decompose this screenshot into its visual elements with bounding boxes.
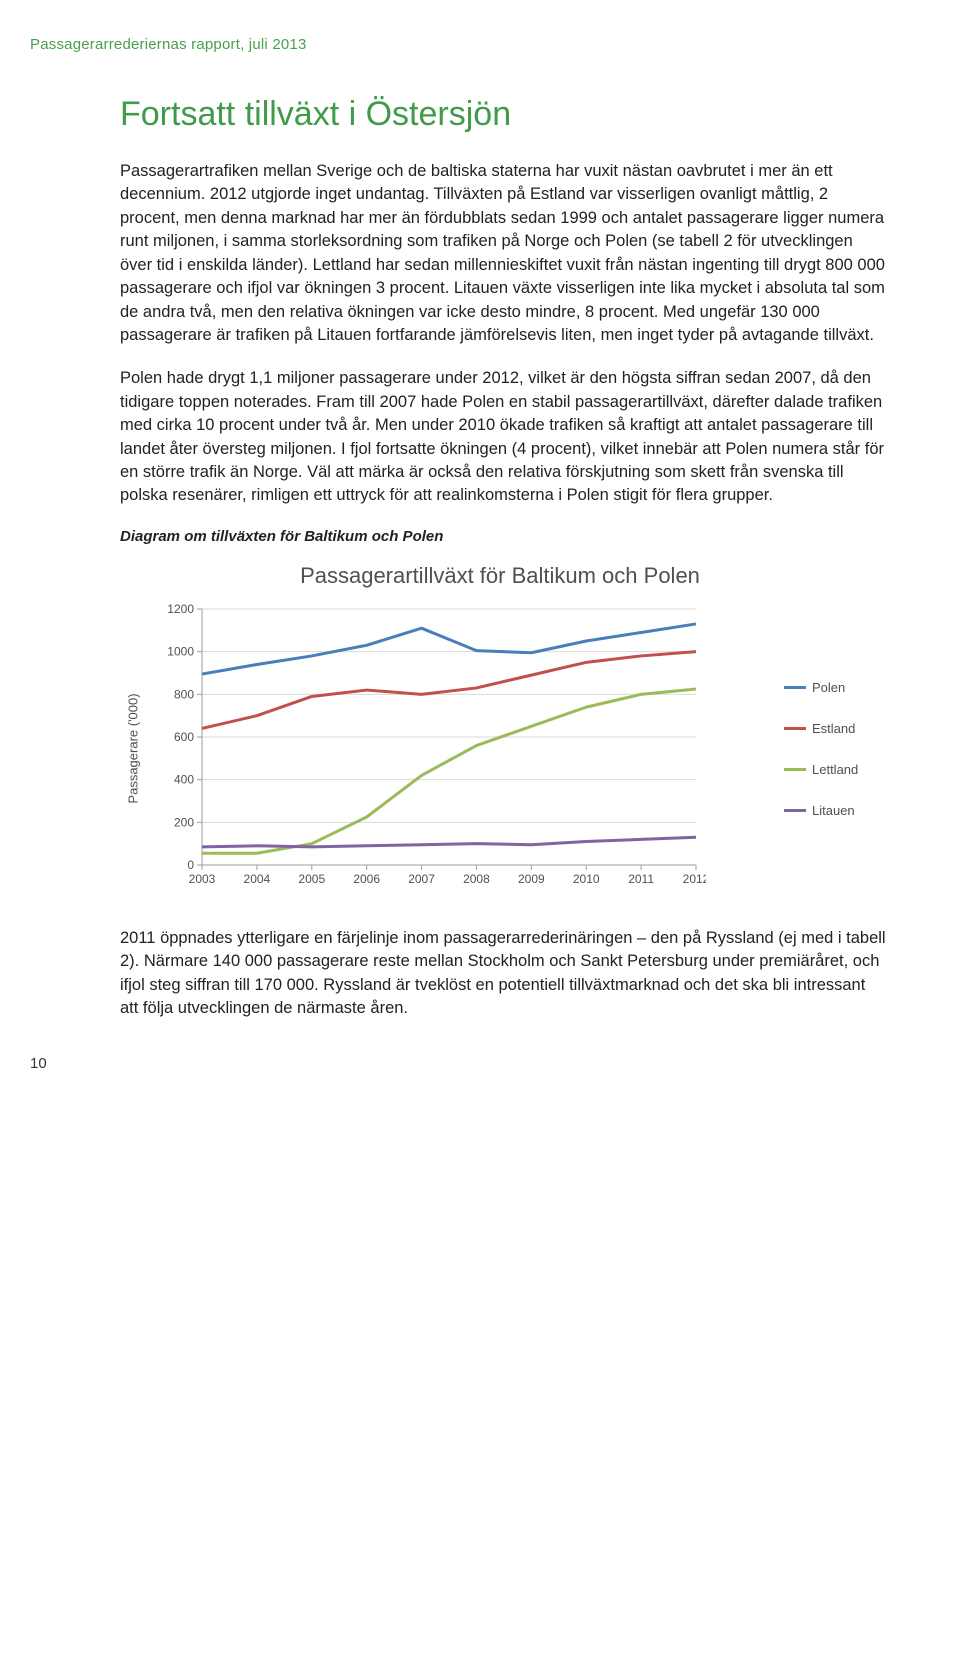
svg-text:2012: 2012: [683, 872, 706, 886]
svg-text:2003: 2003: [189, 872, 216, 886]
chart-caption: Diagram om tillväxten för Baltikum och P…: [120, 528, 888, 545]
legend-item: Litauen: [784, 803, 880, 818]
chart-plot: 0 200 400 600 800 1000 1200 2003 2004 2005 2006 200…: [146, 599, 706, 899]
svg-text:800: 800: [174, 687, 194, 701]
svg-text:2010: 2010: [573, 872, 600, 886]
legend-swatch: [784, 768, 806, 771]
chart-title: Passagerartillväxt för Baltikum och Pole…: [120, 563, 880, 589]
paragraph-2: Polen hade drygt 1,1 miljoner passagerar…: [120, 367, 888, 508]
legend-label: Litauen: [812, 803, 855, 818]
paragraph-1: Passagerartrafiken mellan Sverige och de…: [120, 160, 888, 347]
svg-text:2008: 2008: [463, 872, 490, 886]
svg-text:200: 200: [174, 815, 194, 829]
legend-swatch: [784, 727, 806, 730]
doc-header: Passagerarrederiernas rapport, juli 2013: [30, 36, 888, 53]
legend-swatch: [784, 686, 806, 689]
svg-text:2007: 2007: [408, 872, 435, 886]
svg-text:2006: 2006: [353, 872, 380, 886]
page-title: Fortsatt tillväxt i Östersjön: [120, 95, 888, 134]
legend-label: Lettland: [812, 762, 858, 777]
chart-legend: Polen Estland Lettland Litauen: [770, 599, 880, 899]
svg-text:1000: 1000: [167, 645, 194, 659]
chart-ylabel-wrap: Passagerare ('000): [120, 599, 146, 899]
legend-item: Estland: [784, 721, 880, 736]
svg-text:1200: 1200: [167, 602, 194, 616]
svg-text:2009: 2009: [518, 872, 545, 886]
legend-label: Polen: [812, 680, 845, 695]
legend-label: Estland: [812, 721, 855, 736]
svg-text:2004: 2004: [244, 872, 271, 886]
page-number: 10: [30, 1055, 888, 1072]
svg-text:0: 0: [187, 858, 194, 872]
legend-swatch: [784, 809, 806, 812]
chart-container: Passagerartillväxt för Baltikum och Pole…: [120, 557, 880, 905]
svg-text:2011: 2011: [628, 872, 654, 886]
svg-text:2005: 2005: [298, 872, 325, 886]
legend-item: Polen: [784, 680, 880, 695]
paragraph-3: 2011 öppnades ytterligare en färjelinje …: [120, 927, 888, 1021]
svg-text:400: 400: [174, 773, 194, 787]
svg-text:600: 600: [174, 730, 194, 744]
chart-ylabel: Passagerare ('000): [126, 694, 141, 804]
legend-item: Lettland: [784, 762, 880, 777]
